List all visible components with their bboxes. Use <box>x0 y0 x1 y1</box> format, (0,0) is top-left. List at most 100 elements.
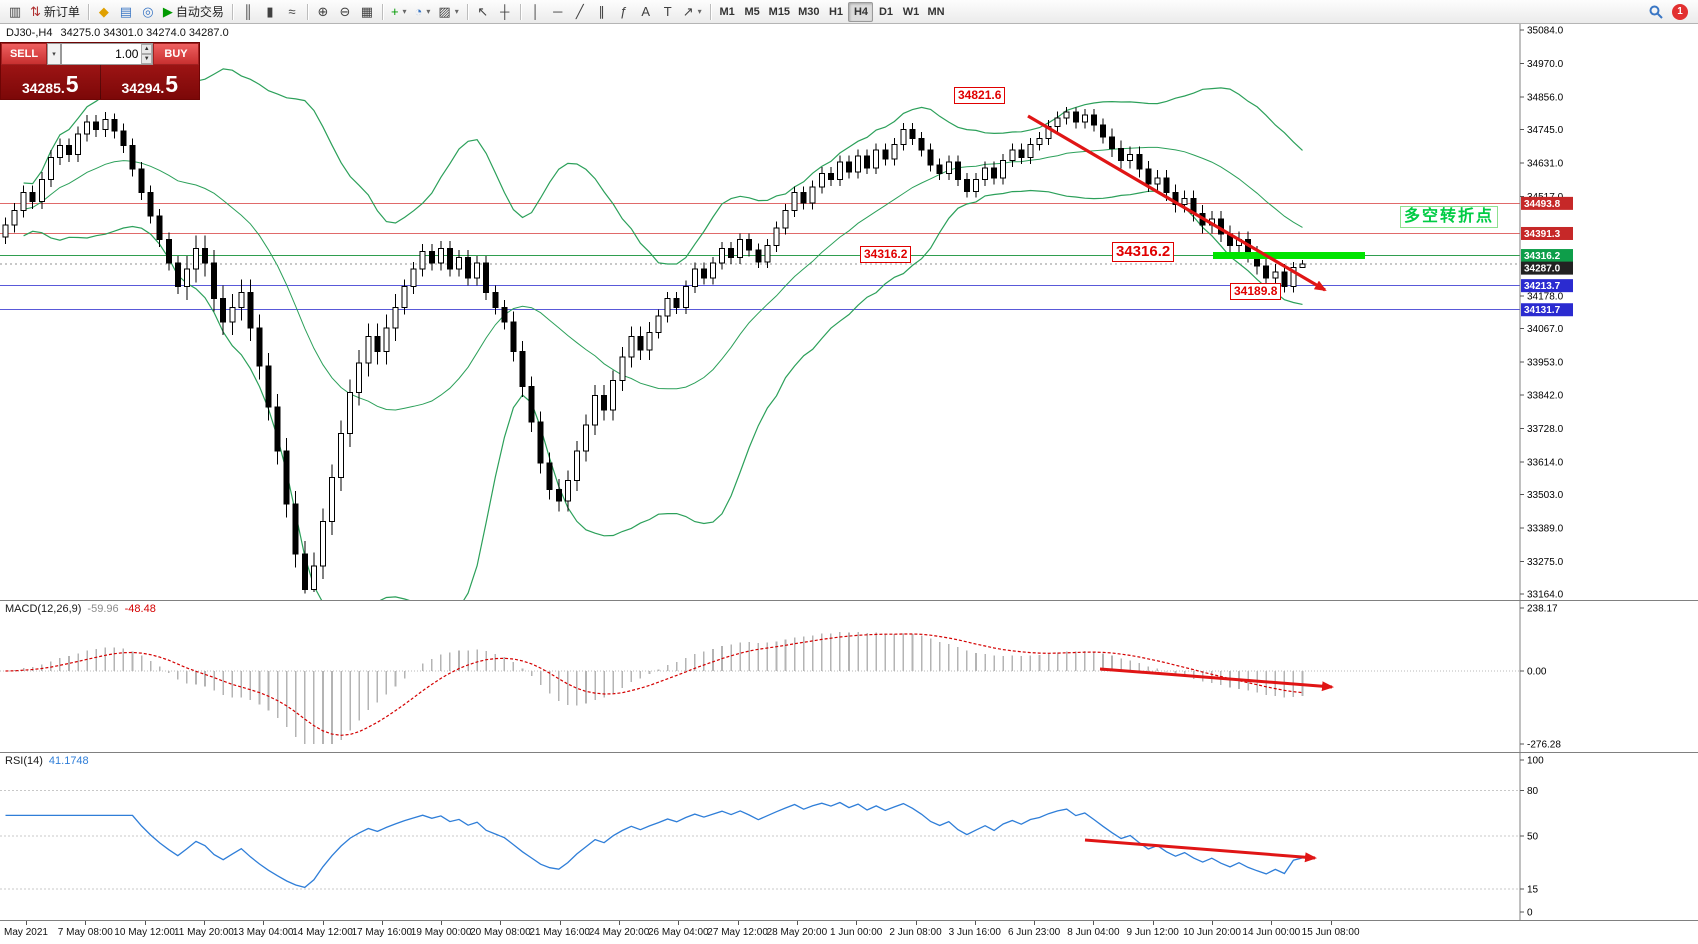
line-chart-icon[interactable]: ≈ <box>281 2 303 22</box>
rsi-panel[interactable]: 100 80 50 15 0 RSI(14) 41.1748 <box>0 752 1698 920</box>
timeframe-m30[interactable]: M30 <box>798 5 820 18</box>
buy-button[interactable]: BUY <box>153 43 199 65</box>
price-axis-marker-label: 34131.7 <box>1524 305 1561 316</box>
candle-body <box>1036 137 1043 145</box>
price-annotation-low[interactable]: 34189.8 <box>1230 283 1282 300</box>
timeframe-h4[interactable]: H4 <box>848 1 874 22</box>
volume-control: ▲ ▼ <box>61 43 153 65</box>
vertical-line-icon[interactable]: │ <box>525 2 547 22</box>
time-axis-label: 9 Jun 12:00 <box>1126 927 1179 938</box>
volume-decrease-button[interactable]: ▼ <box>141 54 152 64</box>
sell-button[interactable]: SELL <box>1 43 47 65</box>
vertical-line-icon-glyph: │ <box>531 4 540 19</box>
zoom-out-icon[interactable]: ⊖ <box>334 2 356 22</box>
label-icon[interactable]: T <box>657 2 679 22</box>
candle-body <box>972 179 979 192</box>
candle-body <box>573 450 580 482</box>
market-watch-icon[interactable]: ▤ <box>115 2 137 22</box>
bollinger-upper-band <box>23 68 1303 265</box>
price-annotation-level[interactable]: 34316.2 <box>860 246 912 263</box>
candle-body <box>846 161 853 173</box>
candle-body <box>1009 149 1016 161</box>
timeframe-d1[interactable]: D1 <box>878 5 893 18</box>
profiles-icon[interactable]: ◆ <box>93 2 115 22</box>
macd-trend-arrow[interactable] <box>1099 667 1334 692</box>
templates-icon-dropdown[interactable]: ▾ <box>454 7 459 16</box>
order-type-dropdown[interactable]: ▾ <box>47 43 61 65</box>
macd-signal-value: -48.48 <box>124 603 156 615</box>
periods-icon[interactable]: ◔ ▾ <box>411 2 435 22</box>
new-order-button-glyph: ⇅ <box>30 3 41 19</box>
turning-point-label[interactable]: 多空转折点 <box>1400 206 1499 228</box>
downtrend-arrow[interactable] <box>1027 114 1327 292</box>
data-window-icon[interactable]: ◎ <box>137 2 159 22</box>
price-axis-marker-label: 34213.7 <box>1524 281 1561 292</box>
buy-price[interactable]: 34294. 5 <box>101 65 200 99</box>
volume-input[interactable] <box>62 44 142 64</box>
horizontal-line-icon[interactable]: ─ <box>547 2 569 22</box>
time-axis-label: 1 Jun 00:00 <box>830 927 883 938</box>
trade-widget-controls: SELL ▾ ▲ ▼ BUY <box>1 43 199 65</box>
macd-panel[interactable]: 238.17 0.00 -276.28 MACD(12,26,9) -59.96 -48… <box>0 600 1698 752</box>
candle-body <box>528 386 535 423</box>
candle-body <box>782 209 789 229</box>
arrows-icon-dropdown[interactable]: ▾ <box>697 7 702 16</box>
notification-badge[interactable]: 1 <box>1672 3 1688 20</box>
volume-spinner: ▲ ▼ <box>141 44 152 64</box>
autotrade-button[interactable]: ▶ 自动交易 <box>159 2 228 22</box>
cursor-icon[interactable]: ↖ <box>472 2 494 22</box>
candle-body <box>891 143 898 160</box>
time-axis-tick <box>559 921 561 925</box>
timeframe-m15[interactable]: M15 <box>768 5 791 18</box>
timeframe-m5[interactable]: M5 <box>744 5 760 18</box>
main-chart-panel[interactable]: 35084.034970.034856.034745.034631.034517… <box>0 24 1698 600</box>
templates-icon[interactable]: ▨ ▾ <box>434 2 462 22</box>
indicators-icon[interactable]: + ▾ <box>387 2 411 22</box>
periods-icon-dropdown[interactable]: ▾ <box>426 7 431 16</box>
price-chart-svg[interactable]: 35084.034970.034856.034745.034631.034517… <box>0 24 1698 600</box>
time-axis[interactable]: May 2021 7 May 08:00 10 May 12:00 11 May 20… <box>0 920 1698 944</box>
price-annotation-key-level[interactable]: 34316.2 <box>1112 242 1175 262</box>
candle-body <box>592 394 599 426</box>
rsi-trend-arrow[interactable] <box>1084 838 1317 863</box>
indicators-icon-dropdown[interactable]: ▾ <box>402 7 407 16</box>
search-icon[interactable] <box>1649 5 1663 19</box>
rsi-chart-svg[interactable]: 100 80 50 15 0 <box>0 752 1698 920</box>
candle-body <box>202 248 209 264</box>
timeframe-w1[interactable]: W1 <box>902 5 920 18</box>
sell-price[interactable]: 34285. 5 <box>1 65 101 99</box>
candle-body <box>365 336 372 364</box>
candle-body <box>818 173 825 188</box>
time-axis-tick <box>85 921 87 925</box>
chart-ohlc: 34275.0 34301.0 34274.0 34287.0 <box>60 27 229 39</box>
volume-increase-button[interactable]: ▲ <box>141 44 152 54</box>
time-axis-tick <box>1152 921 1154 925</box>
crosshair-icon[interactable]: ┼ <box>494 2 516 22</box>
trendline-icon[interactable]: ╱ <box>569 2 591 22</box>
text-icon[interactable]: A <box>635 2 657 22</box>
candle-body <box>356 362 363 393</box>
timeframe-h1[interactable]: H1 <box>828 5 843 18</box>
timeframe-mn[interactable]: MN <box>927 5 945 18</box>
rsi-axis-label: 15 <box>1527 885 1539 896</box>
candle-body <box>329 477 336 523</box>
bar-chart-icon[interactable]: ║ <box>237 2 259 22</box>
time-axis-tick <box>1212 921 1213 925</box>
fibonacci-icon[interactable]: ƒ <box>613 2 635 22</box>
channel-icon[interactable]: ∥ <box>591 2 613 22</box>
chart-window-icon[interactable]: ▥ <box>4 2 26 22</box>
candle-body <box>38 179 45 203</box>
market-watch-icon-glyph: ▤ <box>119 3 133 19</box>
channel-icon-glyph: ∥ <box>598 3 605 19</box>
new-order-button-label: 新订单 <box>43 5 80 19</box>
new-order-button[interactable]: ⇅ 新订单 <box>26 2 84 22</box>
tile-windows-icon[interactable]: ▦ <box>356 2 378 22</box>
zoom-in-icon[interactable]: ⊕ <box>312 2 334 22</box>
arrows-icon[interactable]: ↗ ▾ <box>679 2 706 22</box>
price-annotation-peak[interactable]: 34821.6 <box>954 87 1006 104</box>
timeframe-m1[interactable]: M1 <box>719 5 735 18</box>
macd-chart-svg[interactable]: 238.17 0.00 -276.28 <box>0 600 1698 752</box>
time-axis-label: 10 Jun 20:00 <box>1183 927 1241 938</box>
candle-body <box>855 155 862 173</box>
candlestick-chart-icon[interactable]: ▮ <box>259 2 281 22</box>
